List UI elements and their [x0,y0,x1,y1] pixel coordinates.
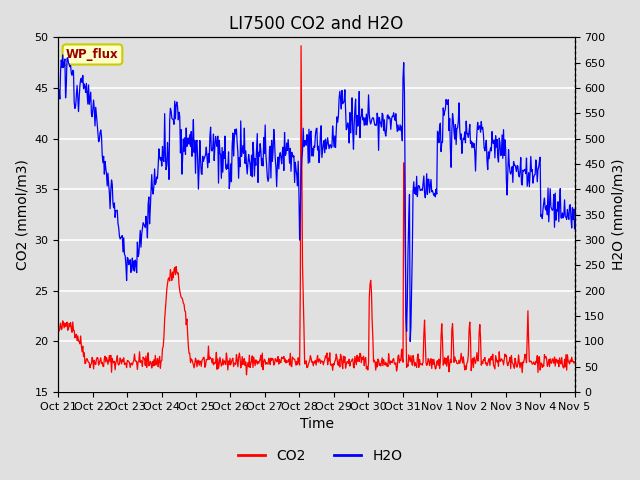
X-axis label: Time: Time [300,418,333,432]
Legend: CO2, H2O: CO2, H2O [232,443,408,468]
Text: WP_flux: WP_flux [66,48,119,61]
Y-axis label: CO2 (mmol/m3): CO2 (mmol/m3) [15,159,29,270]
Y-axis label: H2O (mmol/m3): H2O (mmol/m3) [611,159,625,270]
Title: LI7500 CO2 and H2O: LI7500 CO2 and H2O [229,15,404,33]
